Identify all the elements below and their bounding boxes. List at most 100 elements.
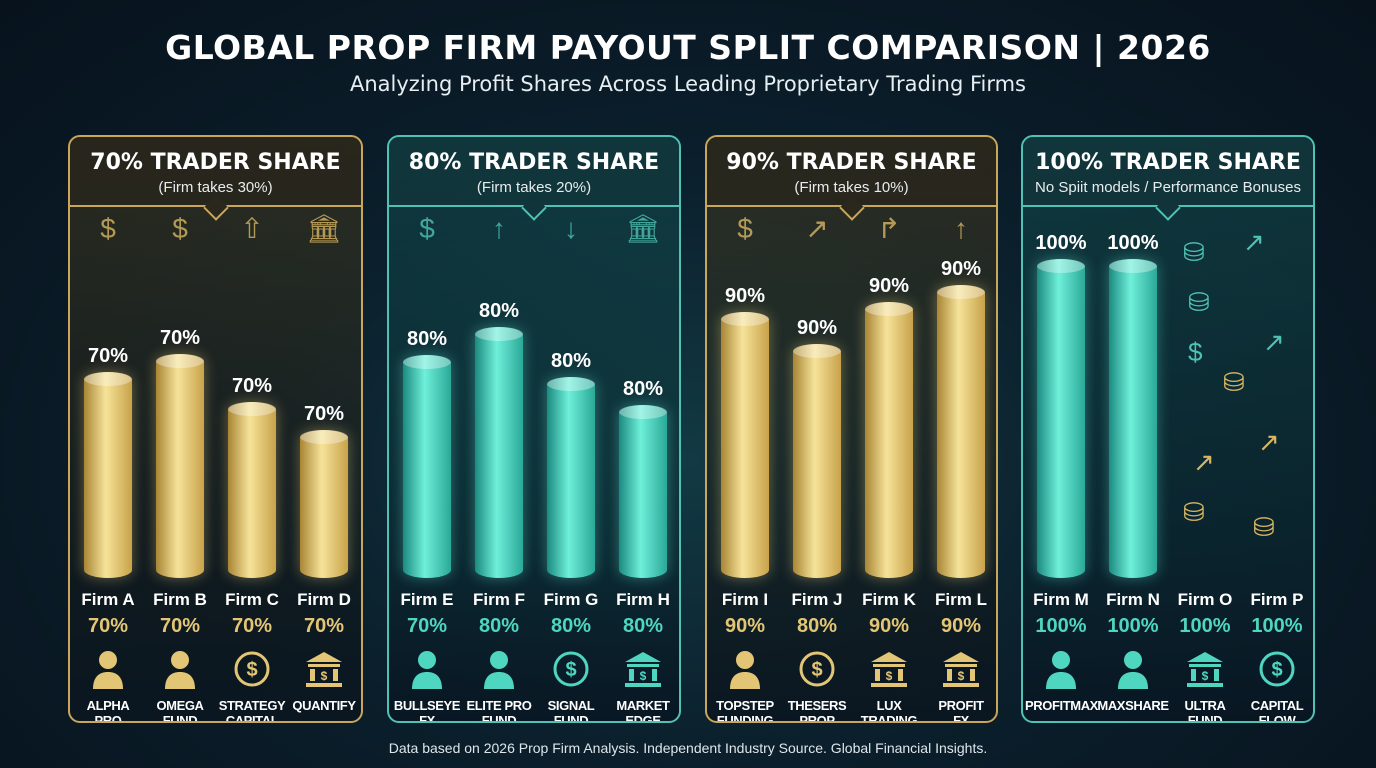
bank-icon: $: [853, 646, 925, 692]
firm-card: Firm M 100% PROFITMAX: [1025, 590, 1098, 713]
firm-card: Firm A 70% ALPHA PRO: [72, 590, 144, 723]
firm-id: Firm G: [543, 590, 599, 609]
firm-card: Firm B 70% OMEGA FUND: [144, 590, 216, 723]
bar-0: [84, 372, 132, 578]
firm-id: Firm L: [935, 590, 987, 609]
panel-subtitle: (Firm takes 10%): [794, 179, 909, 196]
panel-header: 70% TRADER SHARE (Firm takes 30%): [70, 137, 361, 221]
decorative-finance-icon: ⇧: [240, 213, 264, 244]
firm-name: OMEGA FUND: [156, 698, 204, 723]
panel-title: 90% TRADER SHARE: [726, 150, 977, 175]
person-icon: [1025, 646, 1097, 692]
firm-card: Firm E 70% BULLSEYE FX: [391, 590, 463, 721]
firm-name: THESERS PROP: [787, 698, 847, 723]
panel-subtitle: No Spiit models / Performance Bonuses: [1035, 179, 1301, 196]
page-title: GLOBAL PROP FIRM PAYOUT SPLIT COMPARISON…: [165, 28, 1211, 67]
firm-name: CAPITAL FLOW: [1250, 698, 1304, 723]
bar-1: [793, 344, 841, 578]
person-icon: [144, 646, 216, 692]
bar-value-label: 80%: [550, 350, 592, 372]
decorative-finance-icon: $: [419, 213, 435, 244]
panel-80pct: 80% TRADER SHARE (Firm takes 20%) $ ↑ ↓ 🏛 80% 8…: [387, 135, 681, 723]
firm-name: MAXSHARE: [1097, 698, 1169, 713]
firm-id: Firm B: [153, 590, 207, 609]
panel-header: 90% TRADER SHARE (Firm takes 10%): [707, 137, 996, 221]
firm-share: 70%: [159, 615, 201, 637]
decorative-finance-icon: ↗: [805, 213, 829, 244]
firm-card: Firm P 100% $ CAPITAL FLOW: [1241, 590, 1313, 723]
panel-70pct: 70% TRADER SHARE (Firm takes 30%) $ $ ⇧ 🏛 70% 7…: [68, 135, 363, 723]
firm-name: ALPHA PRO: [86, 698, 130, 723]
footer-source: Data based on 2026 Prop Firm Analysis. I…: [388, 740, 988, 756]
bar-3: [619, 405, 667, 578]
firm-card: Firm I 90% TOPSTEP FUNDING: [709, 590, 781, 723]
firm-share: 80%: [478, 615, 520, 637]
firm-card: Firm O 100% $ ULTRA FUND: [1169, 590, 1241, 721]
firm-share: 70%: [87, 615, 129, 637]
bar-value-label: 90%: [796, 317, 838, 339]
bar-value-label: 70%: [303, 403, 345, 425]
bank-icon: $: [1169, 646, 1241, 692]
firm-name: PROFIT FX: [938, 698, 984, 723]
firm-share: 80%: [796, 615, 838, 637]
firm-id: Firm J: [791, 590, 843, 609]
decorative-finance-icon: $: [172, 213, 188, 244]
bar-value-label: 80%: [622, 378, 664, 400]
svg-text:$: $: [1271, 659, 1282, 681]
dollar-coin-icon: $: [781, 646, 853, 692]
decorative-finance-icon: 🏛: [306, 213, 342, 244]
firm-id: Firm D: [297, 590, 351, 609]
firm-name: STRATEGY CAPITAL: [218, 698, 286, 723]
firm-name: TOPSTEP FUNDING: [716, 698, 774, 723]
person-icon: [391, 646, 463, 692]
person-icon: [1097, 646, 1169, 692]
bar-value-label: 90%: [940, 258, 982, 280]
coin-chart-icon: $: [1188, 337, 1203, 367]
decorative-finance-icon: ↱: [877, 213, 901, 244]
bar-value-label: 100%: [1107, 232, 1159, 254]
bar-1: [1109, 259, 1157, 578]
dollar-coin-icon: $: [535, 646, 607, 692]
decorative-finance-icon: $: [737, 213, 753, 244]
firm-id: Firm C: [225, 590, 279, 609]
bar-3: [300, 430, 348, 578]
panel-subtitle: (Firm takes 20%): [476, 179, 592, 196]
firm-card: Firm D 70% $ QUANTIFY: [288, 590, 360, 713]
panel-title: 80% TRADER SHARE: [408, 150, 660, 175]
person-icon: [72, 646, 144, 692]
dollar-coin-icon: $: [216, 646, 288, 692]
svg-text:$: $: [321, 669, 328, 683]
bar-value-label: 70%: [87, 345, 129, 367]
firm-id: Firm H: [616, 590, 670, 609]
panel-title: 100% TRADER SHARE: [1035, 150, 1301, 175]
panel-subtitle: (Firm takes 30%): [158, 179, 273, 196]
svg-text:$: $: [246, 659, 257, 681]
firm-name: MARKET EDGE: [616, 698, 670, 723]
firm-card: Firm J 80% $ THESERS PROP: [781, 590, 853, 723]
firm-name: QUANTIFY: [292, 698, 356, 713]
coin-chart-icon: ⛁: [1253, 512, 1275, 542]
firm-name: PROFITMAX: [1025, 698, 1098, 713]
bar-value-label: 80%: [478, 300, 520, 322]
bank-icon: $: [607, 646, 679, 692]
firm-card: Firm H 80% $ MARKET EDGE: [607, 590, 679, 723]
bar-value-label: 100%: [1035, 232, 1087, 254]
coin-chart-icon: ⛁: [1223, 367, 1245, 397]
bar-2: [547, 377, 595, 578]
bar-value-label: 80%: [406, 328, 448, 350]
bank-icon: $: [288, 646, 360, 692]
firm-card: Firm K 90% $ LUX TRADING: [853, 590, 925, 721]
bar-3: [937, 285, 985, 578]
firm-card: Firm F 80% ELITE PRO FUND: [463, 590, 535, 721]
coin-chart-icon: ↗: [1193, 447, 1215, 477]
firm-name: SIGNAL FUND: [547, 698, 595, 723]
svg-text:$: $: [640, 669, 647, 683]
svg-text:$: $: [958, 669, 965, 683]
decorative-finance-icon: 🏛: [625, 213, 661, 244]
svg-text:$: $: [886, 669, 893, 683]
panel-title: 70% TRADER SHARE: [90, 150, 341, 175]
firm-share: 100%: [1251, 615, 1303, 637]
panel-90pct: 90% TRADER SHARE (Firm takes 10%) $ ↗ ↱ ↑ 90% 9…: [705, 135, 998, 723]
firm-share: 80%: [550, 615, 592, 637]
firm-id: Firm A: [81, 590, 135, 609]
